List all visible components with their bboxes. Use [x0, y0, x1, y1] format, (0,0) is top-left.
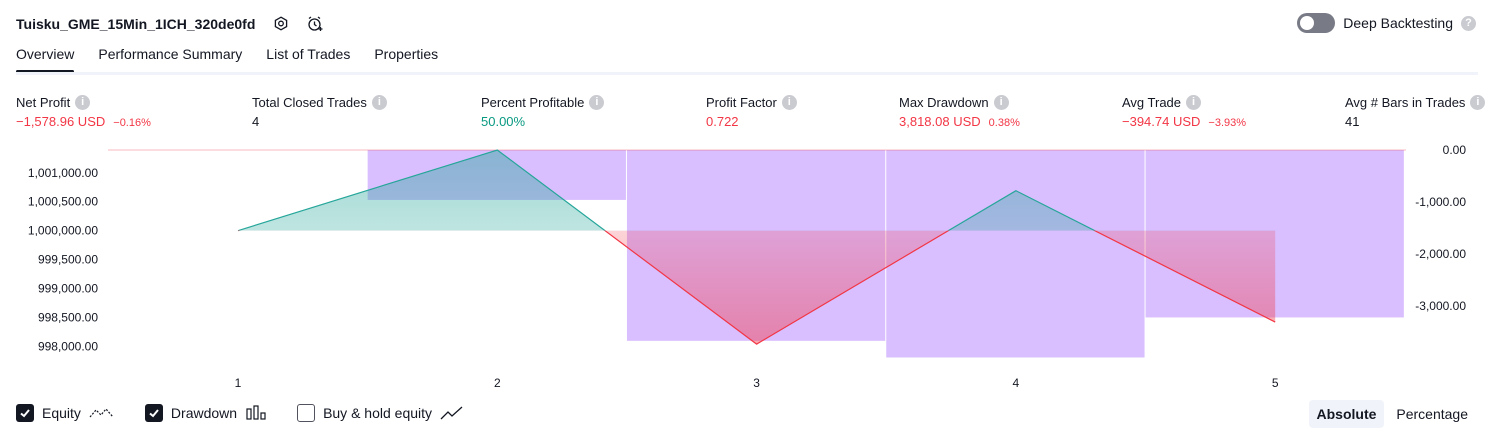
info-icon[interactable]: i	[589, 94, 605, 110]
right-axis-tick-label: -1,000.00	[1415, 195, 1466, 209]
info-icon[interactable]: i	[781, 94, 797, 110]
deep-backtesting-control: Deep Backtesting ?	[1297, 13, 1476, 33]
tab-overview[interactable]: Overview	[16, 46, 75, 73]
scale-toggle: Absolute Percentage	[1308, 400, 1477, 428]
metric-max-drawdown: Max Drawdown i 3,818.08 USD 0.38%	[899, 94, 1020, 129]
equity-checkbox[interactable]	[16, 404, 34, 422]
buy-hold-line-icon	[440, 406, 463, 420]
metric-avg-bars-in-trades: Avg # Bars in Trades i 41	[1345, 94, 1486, 129]
tab-performance-summary[interactable]: Performance Summary	[98, 46, 243, 62]
x-axis-tick-label: 1	[235, 376, 242, 390]
deep-backtesting-toggle[interactable]	[1297, 13, 1336, 33]
metric-value: 4	[252, 114, 260, 129]
equity-line-down	[238, 230, 1276, 345]
deep-backtesting-label: Deep Backtesting	[1343, 15, 1453, 31]
strategy-header: Tuisku_GME_15Min_1ICH_320de0fd	[16, 12, 327, 36]
info-icon[interactable]: i	[371, 94, 387, 110]
left-axis-tick-label: 999,000.00	[38, 282, 98, 296]
absolute-button[interactable]: Absolute	[1308, 400, 1385, 428]
metric-value: 41	[1345, 114, 1360, 129]
tab-bar: Overview Performance Summary List of Tra…	[16, 46, 439, 73]
tab-list-of-trades[interactable]: List of Trades	[266, 46, 351, 62]
left-axis-tick-label: 1,001,000.00	[28, 166, 98, 180]
metric-value: −394.74 USD	[1122, 114, 1201, 129]
x-axis-tick-label: 5	[1272, 376, 1279, 390]
tab-properties[interactable]: Properties	[374, 46, 439, 62]
buy-hold-checkbox[interactable]	[297, 404, 316, 422]
right-axis-tick-label: -3,000.00	[1415, 299, 1466, 313]
drawdown-bars-icon	[246, 405, 266, 420]
deep-backtesting-help-icon[interactable]: ?	[1461, 15, 1476, 31]
metric-label: Net Profit	[16, 94, 71, 110]
right-axis-tick-label: -2,000.00	[1415, 247, 1466, 261]
buy-hold-legend-label: Buy & hold equity	[323, 405, 433, 421]
info-icon[interactable]: i	[1470, 94, 1486, 110]
metric-label: Avg Trade	[1122, 94, 1182, 110]
settings-gear-icon[interactable]	[269, 12, 293, 36]
metric-total-closed-trades: Total Closed Trades i 4	[252, 94, 387, 129]
legend-equity[interactable]: Equity	[16, 404, 115, 422]
left-axis-tick-label: 1,000,000.00	[28, 224, 98, 238]
metric-net-profit: Net Profit i −1,578.96 USD −0.16%	[16, 94, 151, 129]
legend-buy-hold[interactable]: Buy & hold equity	[297, 404, 464, 422]
left-axis-ticks: 1,001,000.00 1,000,500.00 1,000,000.00 999,…	[28, 166, 98, 354]
info-icon[interactable]: i	[75, 94, 91, 110]
equity-loss-area	[238, 230, 1276, 345]
tabs-divider	[16, 72, 1478, 75]
chart-legend: Equity Drawdown Buy & hold equity	[16, 404, 464, 422]
equity-line	[237, 149, 1276, 345]
equity-line-up	[237, 149, 1097, 231]
metric-value: −1,578.96 USD	[16, 114, 106, 129]
x-axis-ticks: 1 2 3 4 5	[235, 376, 1279, 390]
metric-value: 3,818.08 USD	[899, 114, 981, 129]
info-icon[interactable]: i	[993, 94, 1009, 110]
info-icon[interactable]: i	[1186, 94, 1202, 110]
toggle-knob	[1300, 16, 1315, 30]
left-axis-tick-label: 998,500.00	[38, 310, 98, 324]
metric-percent: −0.16%	[113, 117, 151, 129]
right-axis-tick-label: 0.00	[1443, 143, 1467, 157]
metric-label: Avg # Bars in Trades	[1345, 94, 1466, 110]
drawdown-legend-label: Drawdown	[170, 405, 238, 421]
x-axis-tick-label: 2	[494, 376, 501, 390]
metric-profit-factor: Profit Factor i 0.722	[706, 94, 797, 129]
metric-percent: −3.93%	[1208, 117, 1247, 129]
legend-drawdown[interactable]: Drawdown	[144, 404, 267, 422]
metric-avg-trade: Avg Trade i −394.74 USD −3.93%	[1122, 94, 1246, 129]
left-axis-tick-label: 1,000,500.00	[28, 195, 98, 209]
drawdown-bar	[886, 150, 1145, 358]
alarm-clock-add-icon[interactable]	[303, 12, 327, 36]
right-axis-ticks: 0.00 -1,000.00 -2,000.00 -3,000.00	[1415, 143, 1466, 313]
equity-drawdown-chart[interactable]: 1,001,000.00 1,000,500.00 1,000,000.00 999,…	[0, 140, 1494, 395]
metric-percent-profitable: Percent Profitable i 50.00%	[481, 94, 605, 129]
x-axis-tick-label: 4	[1013, 376, 1020, 390]
left-axis-tick-label: 999,500.00	[38, 253, 98, 267]
metric-label: Total Closed Trades	[252, 94, 367, 110]
percentage-button[interactable]: Percentage	[1396, 406, 1468, 422]
metric-label: Percent Profitable	[481, 94, 585, 110]
metric-value: 0.722	[706, 114, 739, 129]
metric-value: 50.00%	[481, 114, 526, 129]
metric-label: Profit Factor	[706, 94, 777, 110]
equity-legend-label: Equity	[42, 405, 81, 421]
equity-profit-area	[238, 150, 1276, 231]
drawdown-checkbox[interactable]	[144, 404, 163, 422]
metric-label: Max Drawdown	[899, 94, 989, 110]
equity-fill	[238, 150, 1276, 345]
strategy-title: Tuisku_GME_15Min_1ICH_320de0fd	[16, 16, 256, 32]
drawdown-bars	[367, 150, 1404, 358]
left-axis-tick-label: 998,000.00	[38, 339, 98, 353]
metric-percent: 0.38%	[988, 117, 1020, 129]
x-axis-tick-label: 3	[753, 376, 760, 390]
equity-line-icon	[89, 408, 114, 418]
